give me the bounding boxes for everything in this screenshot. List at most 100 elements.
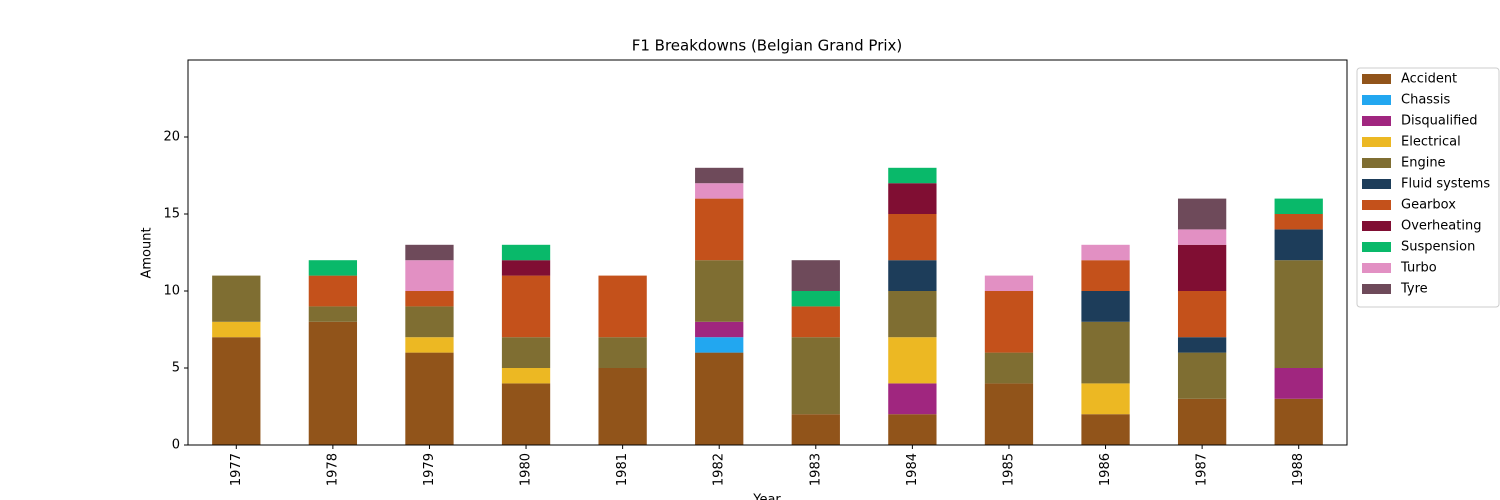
legend-label: Suspension: [1401, 240, 1475, 255]
legend-label: Overheating: [1401, 219, 1481, 234]
bar-segment: [1177, 291, 1227, 338]
bar-segment: [405, 306, 454, 338]
legend-swatch: [1362, 137, 1391, 147]
bar-segment: [501, 368, 551, 384]
bar-segment: [695, 198, 744, 261]
bar-segment: [1274, 398, 1323, 445]
legend-swatch: [1362, 116, 1391, 126]
bar-segment: [501, 275, 551, 338]
bar-segment: [212, 337, 261, 445]
bar-segment: [791, 260, 840, 291]
bar-segment: [1274, 229, 1323, 261]
y-tick-label: 10: [163, 284, 180, 299]
bar-segment: [1274, 198, 1323, 214]
x-tick-label: 1980: [519, 453, 534, 486]
x-tick-label: 1987: [1195, 453, 1210, 486]
legend-swatch: [1362, 158, 1391, 168]
legend-label: Disqualified: [1401, 114, 1478, 129]
bar-segment: [695, 183, 744, 199]
y-tick-label: 5: [172, 361, 180, 376]
bar-segment: [984, 291, 1034, 353]
bar-segment: [888, 337, 937, 384]
bar-segment: [1177, 398, 1227, 445]
x-tick-label: 1985: [1001, 453, 1016, 486]
bar-segment: [405, 244, 454, 261]
y-tick-label: 15: [163, 207, 180, 222]
bar-segment: [308, 306, 358, 322]
bar-segment: [1081, 321, 1130, 384]
bar-segment: [1081, 244, 1130, 261]
bar-segment: [598, 337, 647, 368]
bar-segment: [1274, 214, 1323, 230]
bar-segment: [1081, 383, 1130, 415]
bar-segment: [888, 414, 937, 445]
bar-segment: [598, 275, 647, 338]
legend-label: Electrical: [1401, 135, 1461, 150]
legend-swatch: [1362, 200, 1391, 210]
bar-segment: [791, 414, 840, 445]
x-axis-label: Year: [752, 493, 781, 500]
bar-segment: [405, 352, 454, 445]
x-tick-label: 1977: [229, 453, 244, 486]
bar-segment: [1177, 244, 1227, 291]
x-tick-label: 1981: [615, 453, 630, 486]
y-axis-label: Amount: [140, 227, 155, 278]
bar-segment: [308, 260, 358, 276]
bar-segment: [405, 291, 454, 307]
plot-frame: [187, 59, 1348, 446]
bar-segment: [1081, 291, 1130, 322]
bar-segment: [501, 337, 551, 368]
legend-swatch: [1362, 263, 1391, 273]
bar-segment: [888, 383, 937, 415]
legend-label: Gearbox: [1401, 198, 1456, 213]
bar-segment: [695, 167, 744, 184]
bar-segment: [791, 306, 840, 338]
legend-swatch: [1362, 179, 1391, 189]
legend-label: Tyre: [1400, 282, 1428, 297]
bar-segment: [212, 321, 261, 338]
legend-swatch: [1362, 284, 1391, 294]
bar-segment: [695, 337, 744, 353]
legend-label: Turbo: [1400, 261, 1437, 276]
bar-segment: [1274, 368, 1323, 399]
x-tick-label: 1986: [1098, 453, 1113, 486]
bar-segment: [212, 275, 261, 322]
bar-segment: [308, 321, 358, 445]
bar-segment: [1177, 352, 1227, 399]
x-tick-label: 1978: [325, 453, 340, 486]
bar-segment: [984, 275, 1034, 291]
x-tick-label: 1982: [712, 453, 727, 486]
bar-segment: [598, 368, 647, 445]
legend-swatch: [1362, 95, 1391, 105]
bar-segment: [695, 352, 744, 445]
bar-segment: [791, 291, 840, 307]
x-tick-label: 1983: [808, 453, 823, 486]
legend-box: [1356, 67, 1500, 308]
legend-label: Chassis: [1401, 93, 1450, 108]
bar-segment: [405, 260, 454, 291]
legend-label: Engine: [1401, 156, 1446, 171]
bar-segment: [695, 260, 744, 322]
x-tick-label: 1984: [905, 453, 920, 486]
y-tick-label: 20: [163, 130, 180, 145]
bar-segment: [888, 167, 937, 184]
bar-segment: [888, 291, 937, 338]
bar-segment: [405, 337, 454, 353]
bar-segment: [308, 275, 358, 307]
bar-segment: [1081, 414, 1130, 445]
bar-segment: [501, 383, 551, 445]
legend-swatch: [1362, 74, 1391, 84]
x-tick-label: 1979: [422, 453, 437, 486]
bar-segment: [984, 352, 1034, 384]
x-tick-label: 1988: [1291, 453, 1306, 486]
chart-title: F1 Breakdowns (Belgian Grand Prix): [632, 37, 903, 55]
bar-segment: [888, 260, 937, 291]
bar-segment: [1177, 198, 1227, 230]
y-tick-label: 0: [172, 438, 180, 453]
bar-segment: [984, 383, 1034, 445]
bar-segment: [1274, 260, 1323, 368]
bar-segment: [1081, 260, 1130, 291]
bar-segment: [888, 183, 937, 214]
legend-swatch: [1362, 242, 1391, 252]
